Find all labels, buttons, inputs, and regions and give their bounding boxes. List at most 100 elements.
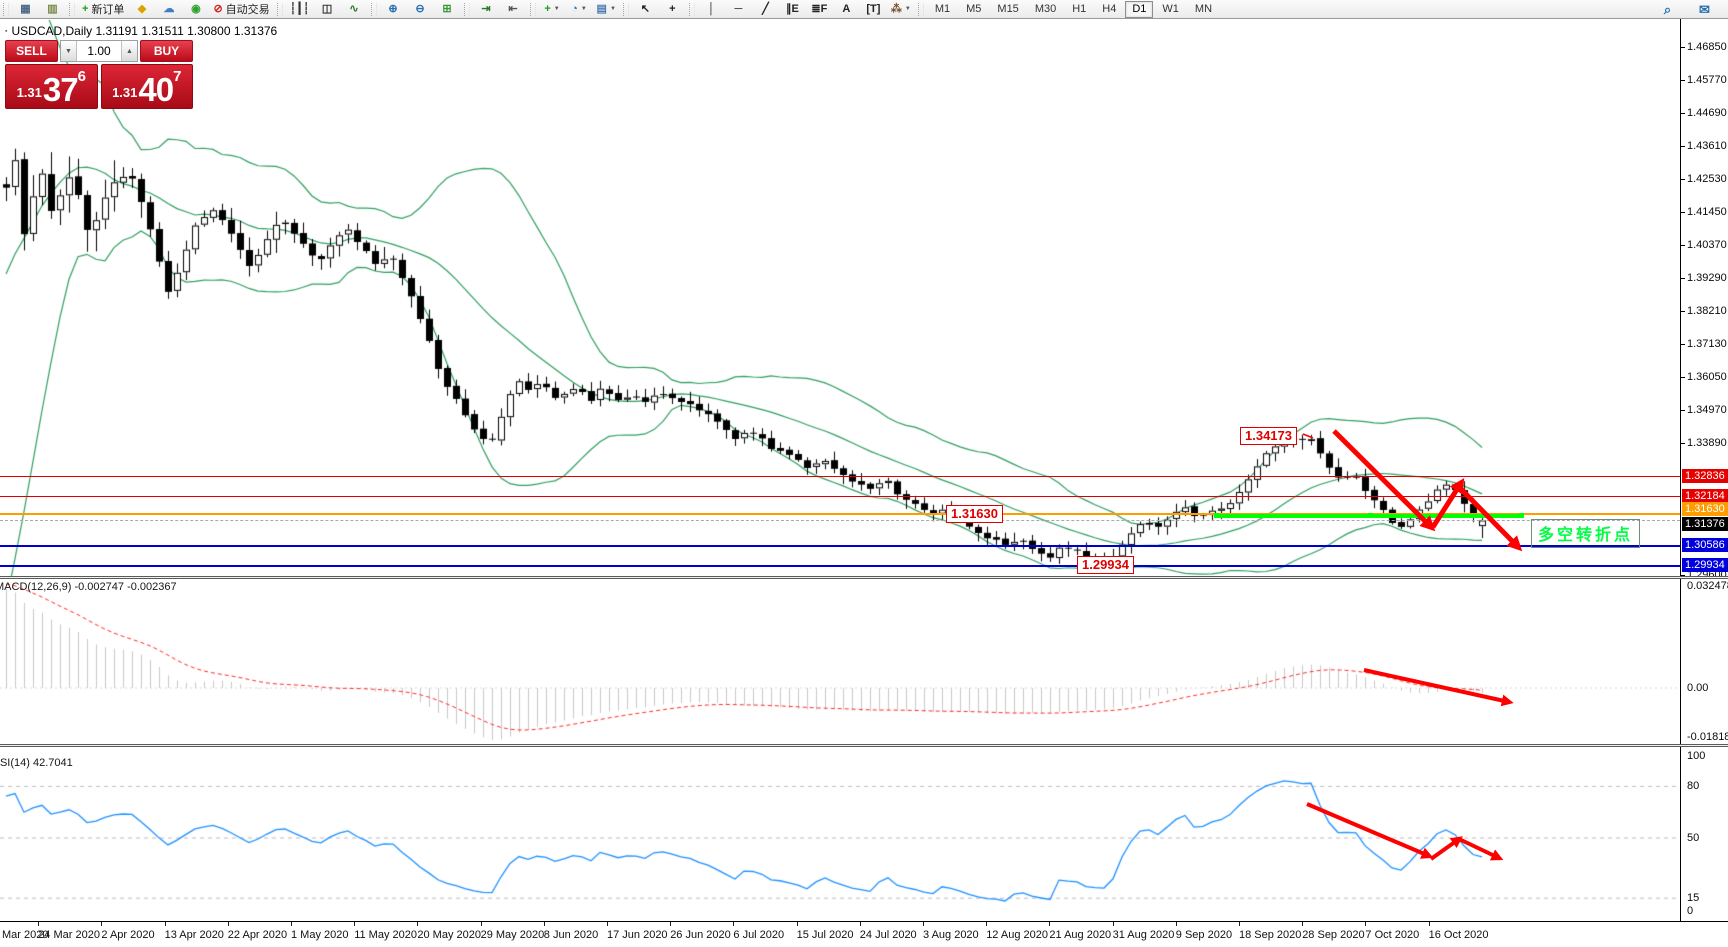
resistance-line-2[interactable]	[0, 495, 1680, 497]
rsi-pane-separator[interactable]	[0, 744, 1728, 747]
toolbar-grip	[688, 2, 695, 16]
turning-point-annotation[interactable]: 多空转折点	[1531, 519, 1641, 548]
templates-button[interactable]: ▤ ▼	[593, 0, 620, 19]
price-tick	[1681, 245, 1685, 247]
text-label-button[interactable]: [T]	[860, 0, 887, 19]
price-tick	[1681, 112, 1685, 114]
macd-pane-separator[interactable]	[0, 576, 1728, 579]
volume-decrease-button[interactable]: ▼	[61, 41, 77, 61]
date-tick	[101, 922, 103, 926]
equidistant-channel-button[interactable]: ∥E	[779, 0, 806, 19]
price-tick-label: 1.42530	[1687, 172, 1727, 185]
zoom-in-icon: ⊕	[388, 2, 398, 15]
zoom-out-button[interactable]: ⊖	[407, 0, 434, 19]
price-tag-1.31376: 1.31376	[1682, 517, 1728, 532]
autotrading-button[interactable]: ⊘ 自动交易	[209, 0, 273, 19]
support-line-blue-2[interactable]	[0, 564, 1680, 567]
mql5-community-icon: ☁	[163, 2, 175, 15]
chat-button[interactable]: ✉	[1691, 0, 1718, 19]
auto-scroll-button[interactable]: ⇥	[473, 0, 500, 19]
indicators-button[interactable]: + ▼	[539, 0, 566, 19]
timeframe-m1-button[interactable]: M1	[934, 3, 951, 15]
price-tick	[1681, 311, 1685, 313]
timeframe-h4-button[interactable]: H4	[1102, 3, 1117, 15]
signals-button[interactable]: ◉	[182, 0, 209, 19]
ask-price-display[interactable]: 1.31 40 7	[100, 64, 193, 109]
bid-price-prefix: 1.31	[16, 85, 42, 100]
price-chart-canvas[interactable]	[0, 19, 1680, 922]
mql5-community-button[interactable]: ☁	[155, 0, 182, 19]
price-tick-label: 1.33890	[1687, 437, 1727, 450]
rsi-axis-label: 50	[1687, 832, 1700, 844]
toolbar: ▦ ▥ + 新订单 ◆ ☁ ◉ ⊘ 自动交易 ┆┃┆ ◫ ∿ ⊕ ⊖ ⊞ ⇥ ⇤ + ▼ ◔ ▼ ▤ ▼ ↖ + │ ─ ╱ ∥E ≣F A…	[0, 0, 1728, 19]
date-label: 7 Oct 2020	[1365, 929, 1420, 941]
line-chart-button[interactable]: ∿	[341, 0, 368, 19]
zoom-in-button[interactable]: ⊕	[380, 0, 407, 19]
auto-scroll-icon: ⇥	[481, 2, 491, 15]
chart-shift-button[interactable]: ⇤	[500, 0, 527, 19]
green-line-handle[interactable]	[1214, 512, 1219, 518]
one-click-trading-panel: SELL ▼ 1.00 ▲ BUY 1.31 37 6 1.31 40 7	[5, 40, 193, 109]
timeframe-mn-button[interactable]: MN	[1194, 3, 1213, 15]
toolbar-grip	[276, 2, 283, 16]
current-price-line[interactable]	[0, 520, 1680, 522]
date-label: 26 Jun 2020	[670, 929, 731, 941]
support-callout[interactable]: 1.31630	[946, 505, 1003, 523]
cursor-button[interactable]: ↖	[632, 0, 659, 19]
date-label: 12 Aug 2020	[986, 929, 1048, 941]
equidistant-channel-icon: ∥E	[785, 2, 799, 15]
search-button[interactable]: ⌕	[1654, 0, 1681, 19]
price-axis[interactable]: 1.46850 1.45770 1.44690 1.43610 1.42530 1.414…	[1680, 19, 1728, 922]
date-axis[interactable]: Mar 2020 24 Mar 2020 2 Apr 2020 13 Apr 2020…	[0, 922, 1728, 947]
sell-button[interactable]: SELL	[5, 40, 58, 62]
date-label: 6 Jul 2020	[733, 929, 785, 941]
price-tick-label: 1.40370	[1687, 239, 1727, 252]
volume-input[interactable]: 1.00	[87, 44, 111, 58]
new-chart-button[interactable]: ▦	[12, 0, 39, 19]
price-tick	[1681, 377, 1685, 379]
date-label: 3 Aug 2020	[923, 929, 979, 941]
chart-title: USDCAD,Daily 1.31191 1.31511 1.30800 1.3…	[11, 24, 278, 38]
green-line-handle[interactable]	[1368, 512, 1373, 518]
swing-low-callout[interactable]: 1.29934	[1077, 556, 1134, 574]
text-button[interactable]: A	[833, 0, 860, 19]
rsi-axis-label: 80	[1687, 780, 1700, 793]
crosshair-button[interactable]: +	[659, 0, 686, 19]
tile-windows-button[interactable]: ⊞	[434, 0, 461, 19]
candlestick-chart-button[interactable]: ◫	[314, 0, 341, 19]
bid-price-display[interactable]: 1.31 37 6	[5, 64, 98, 109]
bid-price-big-digits: 37	[42, 70, 79, 108]
buy-button[interactable]: BUY	[140, 40, 193, 62]
market-watch-button[interactable]: ◆	[128, 0, 155, 19]
timeframe-m30-button[interactable]: M30	[1034, 3, 1057, 15]
date-tick	[480, 922, 482, 926]
vertical-line-button[interactable]: │	[698, 0, 725, 19]
support-line-blue-1[interactable]	[0, 544, 1680, 547]
price-tick-label: 1.36050	[1687, 371, 1727, 384]
support-line-orange[interactable]	[0, 512, 1680, 515]
timeframe-h1-button[interactable]: H1	[1072, 3, 1087, 15]
trendline-icon: ╱	[762, 2, 769, 15]
new-order-button[interactable]: + 新订单	[78, 0, 128, 19]
price-tick	[1681, 178, 1685, 180]
timeframe-w1-button[interactable]: W1	[1162, 3, 1179, 15]
horizontal-line-button[interactable]: ─	[725, 0, 752, 19]
bar-chart-button[interactable]: ┆┃┆	[286, 0, 314, 19]
fibonacci-button[interactable]: ≣F	[806, 0, 833, 19]
trendline-button[interactable]: ╱	[752, 0, 779, 19]
price-tick-label: 1.44690	[1687, 106, 1727, 119]
arrows-tool-button[interactable]: ⁂ ▼	[887, 0, 915, 19]
timeframe-m5-button[interactable]: M5	[966, 3, 982, 15]
toolbar-grip	[69, 2, 75, 16]
volume-increase-button[interactable]: ▲	[121, 41, 137, 61]
autotrading-label: 自动交易	[225, 4, 270, 16]
indicators-icon: +	[544, 2, 551, 15]
swing-high-callout[interactable]: 1.34173	[1240, 427, 1297, 445]
resistance-line-1[interactable]	[0, 475, 1680, 477]
timeframe-d1-button[interactable]: D1	[1125, 0, 1154, 18]
rsi-axis-label: 0	[1687, 905, 1694, 917]
profiles-button[interactable]: ▥	[39, 0, 66, 19]
timeframe-m15-button[interactable]: M15	[997, 3, 1019, 15]
periods-button[interactable]: ◔ ▼	[566, 0, 593, 19]
green-line-handle[interactable]	[1519, 512, 1524, 518]
